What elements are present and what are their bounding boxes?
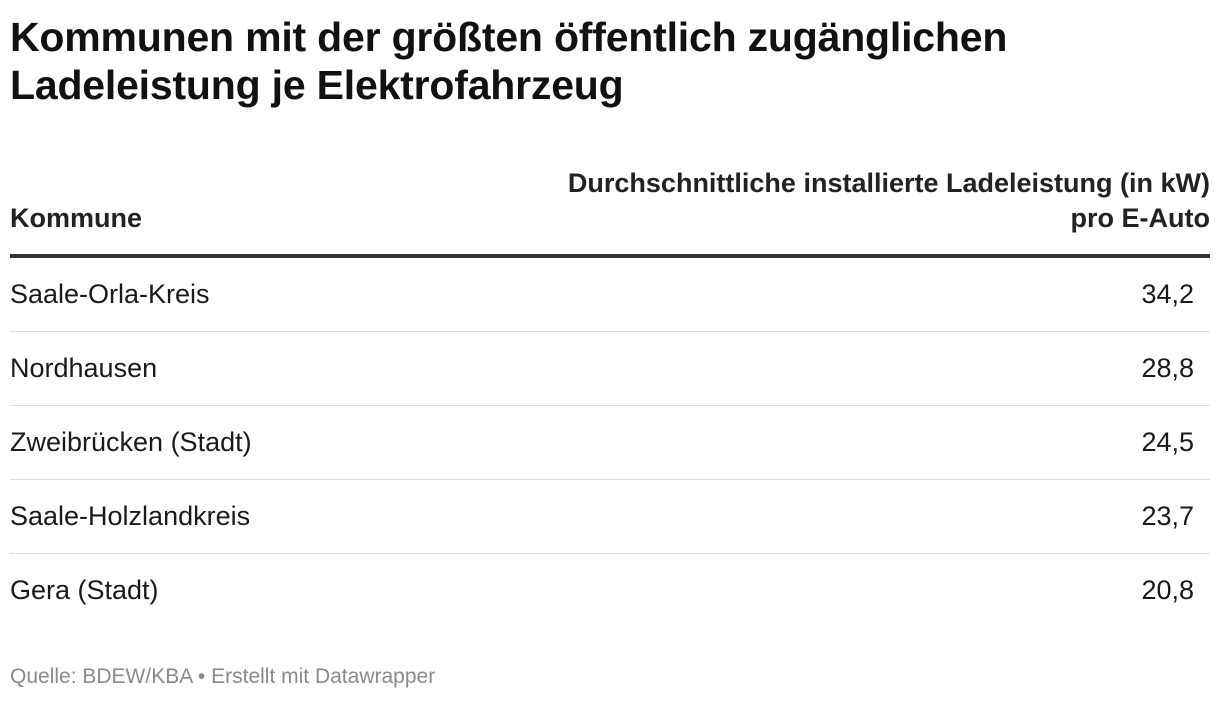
column-header-kommune[interactable]: Kommune [10, 166, 530, 258]
kommune-cell: Saale-Orla-Kreis [10, 256, 530, 332]
kommune-cell: Gera (Stadt) [10, 575, 159, 605]
source-note: Quelle: BDEW/KBA [10, 665, 193, 688]
chart-title: Kommunen mit der größten öffentlich zugä… [10, 14, 1008, 108]
chart-container: Kommunen mit der größten öffentlich zugä… [10, 0, 1210, 605]
ladeleistung-value-cell: 24,5 [530, 405, 1210, 480]
table-row: Nordhausen 28,8 [10, 331, 1210, 406]
footer-separator: • [197, 665, 206, 688]
ladeleistung-value-cell: 28,8 [530, 331, 1210, 406]
kommune-cell: Zweibrücken (Stadt) [10, 405, 530, 480]
chart-footer: Quelle: BDEW/KBA • Erstellt mit Datawrap… [10, 665, 435, 689]
ladeleistung-value-cell: 34,2 [530, 256, 1210, 332]
table-header-row: Kommune Durchschnittliche installierte L… [10, 166, 1210, 258]
column-header-ladeleistung[interactable]: Durchschnittliche installierte Ladeleist… [530, 166, 1210, 258]
datawrapper-credit[interactable]: Erstellt mit Datawrapper [211, 665, 436, 688]
ladeleistung-value-cell: 20,8 [1141, 575, 1194, 605]
table-row: Zweibrücken (Stadt) 24,5 [10, 405, 1210, 480]
kommune-cell: Nordhausen [10, 331, 530, 406]
kommune-cell: Saale-Holzlandkreis [10, 479, 530, 554]
table-row: Saale-Orla-Kreis 34,2 [10, 256, 1210, 332]
ladeleistung-value-cell: 23,7 [530, 479, 1210, 554]
data-table: Kommune Durchschnittliche installierte L… [10, 166, 1210, 627]
table-row: Saale-Holzlandkreis 23,7 [10, 479, 1210, 554]
table-row: Gera (Stadt) 20,8 [10, 554, 1210, 628]
